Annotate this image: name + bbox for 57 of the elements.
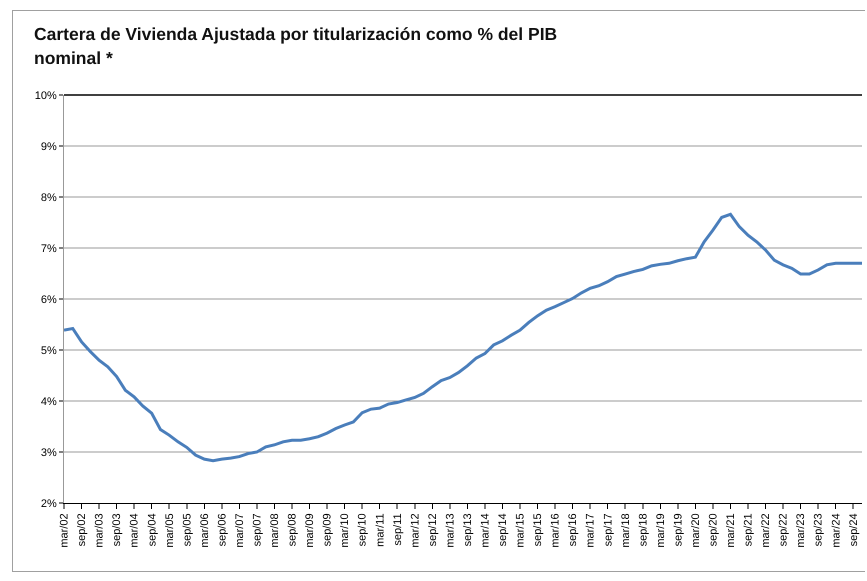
x-tick-label: mar/02 (58, 513, 71, 548)
x-tick-label: sep/22 (778, 513, 790, 546)
line-series (64, 212, 862, 462)
x-tick-label: sep/16 (567, 513, 580, 546)
x-tick-label: mar/17 (584, 513, 597, 548)
y-tick-label: 2% (40, 498, 58, 510)
x-tick-label: mar/11 (374, 513, 386, 547)
x-tick-label: sep/04 (146, 513, 158, 546)
x-tick-label: sep/02 (76, 513, 88, 546)
x-tick-label: mar/22 (760, 513, 772, 548)
y-tick-label: 7% (40, 242, 58, 255)
x-tick-label: mar/10 (339, 513, 352, 548)
x-tick-label: sep/08 (286, 513, 299, 546)
y-tick-label: 4% (40, 396, 58, 408)
x-tick-label: sep/03 (111, 513, 124, 546)
x-tick-label: mar/07 (234, 513, 246, 548)
x-tick-label: sep/23 (812, 513, 825, 546)
x-tick-label: sep/24 (848, 513, 860, 546)
x-tick-label: mar/23 (795, 513, 808, 548)
x-tick-label: mar/16 (550, 513, 562, 548)
y-tick-label: 5% (40, 344, 58, 357)
x-tick-label: mar/24 (830, 513, 842, 548)
x-tick-label: sep/18 (637, 513, 650, 546)
x-tick-label: mar/05 (164, 513, 176, 548)
x-tick-label: sep/19 (672, 513, 684, 546)
x-tick-label: mar/20 (690, 513, 702, 548)
x-tick-label: mar/09 (304, 513, 316, 548)
x-tick-label: mar/12 (409, 513, 422, 548)
x-tick-label: sep/11 (392, 513, 404, 546)
x-tick-label: sep/20 (707, 513, 720, 546)
x-tick-label: sep/07 (251, 513, 264, 546)
y-tick-label: 8% (40, 192, 58, 204)
y-tick-label: 10% (34, 90, 58, 102)
x-tick-label: sep/05 (181, 513, 194, 546)
x-tick-label: mar/08 (269, 513, 282, 548)
x-tick-label: sep/14 (497, 513, 510, 546)
x-tick-label: mar/04 (128, 513, 141, 548)
x-tick-label: mar/21 (725, 513, 738, 548)
x-tick-label: sep/12 (426, 513, 439, 546)
x-tick-label: sep/09 (322, 513, 334, 546)
x-tick-label: mar/14 (479, 513, 492, 548)
y-tick-label: 3% (40, 446, 58, 459)
x-tick-label: sep/06 (216, 513, 228, 546)
x-tick-label: sep/13 (462, 513, 474, 546)
x-tick-label: sep/10 (356, 513, 369, 546)
x-tick-label: sep/15 (532, 513, 544, 546)
y-tick-label: 6% (40, 294, 58, 306)
x-tick-label: mar/06 (198, 513, 211, 548)
chart-title: Cartera de Vivienda Ajustada por titularización como % del PIB nominal * (34, 23, 558, 70)
x-tick-label: sep/21 (742, 513, 755, 546)
x-tick-label: mar/03 (94, 513, 106, 548)
x-tick-label: mar/19 (654, 513, 667, 548)
x-tick-label: mar/15 (514, 513, 527, 548)
y-tick-label: 9% (40, 140, 58, 153)
x-tick-label: mar/13 (444, 513, 456, 548)
x-tick-label: sep/17 (602, 513, 614, 546)
x-tick-label: mar/18 (620, 513, 632, 548)
